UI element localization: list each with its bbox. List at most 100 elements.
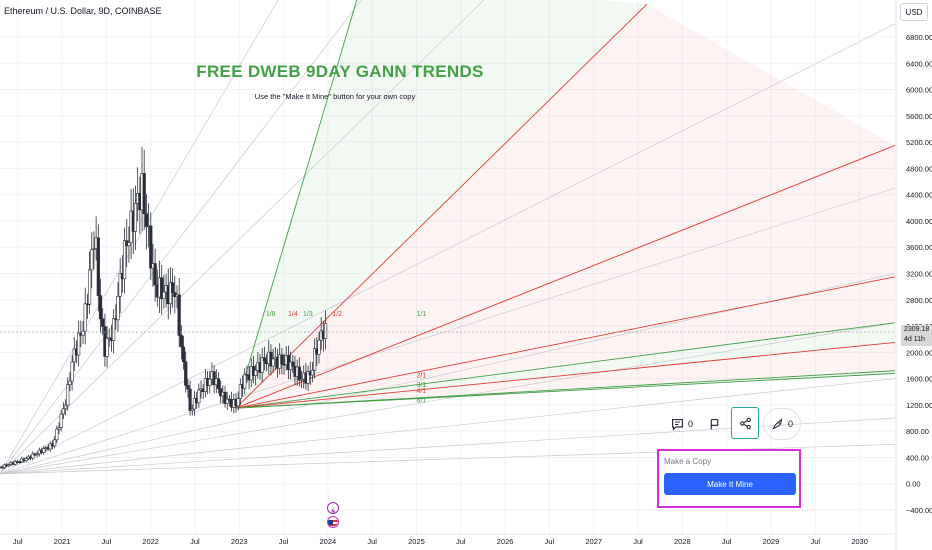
boost-button[interactable]: 0 [763,408,801,440]
price-tick-label: 2800.00 [906,296,932,305]
make-a-copy-label: Make a Copy [664,457,712,466]
time-axis[interactable]: Jul 2021 Jul 2022 Jul 2023 Jul 2024 Jul 2025 Jul 20… [0,533,895,546]
candle-body [57,427,61,430]
candle-body [48,443,52,450]
candle-body [92,248,96,251]
candle-body [142,173,146,214]
candle-body [101,318,105,327]
candle-body [181,346,186,363]
candle-body [53,439,57,447]
last-price: 2309.18 [904,326,930,333]
rocket-icon [772,417,783,430]
price-axis[interactable]: −400.00 0.00 400.00 800.00 1200.00 1600.00 200… [895,0,932,550]
candle-body [168,282,173,305]
price-tick-label: 4800.00 [906,164,932,173]
time-tick-label: 2028 [674,537,691,546]
candle-body [127,242,131,247]
price-tick-label: 1600.00 [906,375,932,384]
time-tick-label: Jul [279,537,289,546]
candle-body [310,369,315,376]
candle-body [144,213,148,227]
candle-body [66,384,70,406]
candle-body [7,464,11,467]
gann-fan-labels: 1/8 1/4 1/3 1/2 1/1 2/1 3/14/1 8/1 [266,311,426,404]
candle-body [77,332,81,356]
time-tick-label: Jul [633,537,643,546]
gann-line-2-1 [235,342,895,409]
candle-body [238,384,242,399]
overlay-headline: FREE DWEB 9DAY GANN TRENDS [196,62,484,81]
historic-fan-line [0,0,485,475]
boost-count: 0 [787,419,793,429]
comment-icon [672,418,683,431]
flag-button[interactable] [704,408,724,440]
candle-body [216,378,221,389]
candle-body [299,378,304,381]
time-tick-label: 2024 [320,537,337,546]
us-flag-event-icon[interactable] [327,516,339,528]
candle-body [223,391,227,404]
fan-label-1-4: 1/4 [288,311,298,318]
candle-body [72,348,76,363]
candle-body [254,369,258,376]
candle-body [96,237,100,296]
fan-label-1-8: 1/8 [266,311,276,318]
candle-body [35,453,39,456]
price-tick-label: 3200.00 [906,270,932,279]
candle-body [225,398,229,404]
gann-line-1-3 [235,144,895,409]
candle-body [297,366,301,381]
gann-fan-lines [235,0,895,409]
time-tick-label: Jul [367,537,377,546]
price-tick-label: −400.00 [906,506,932,515]
candle-body [24,458,28,461]
price-tick-label: 2000.00 [906,348,932,357]
candle-body [317,339,321,355]
bar-countdown: 4d 11h [904,336,925,343]
price-candles [0,146,895,469]
price-tick-label: 800.00 [906,427,929,436]
candle-body [179,335,183,348]
historic-fan-line [0,23,895,475]
candle-body [87,269,92,305]
symbol-title[interactable]: Ethereum / U.S. Dollar, 9D, COINBASE [4,6,162,16]
fan-label-3-1: 3/1 [416,382,426,389]
candle-body [59,413,63,428]
gann-line-1-4 [235,3,648,409]
price-tick-label: 6000.00 [906,86,932,95]
candle-body [68,380,72,385]
last-price-tag: 2309.18 4d 11h [901,325,932,346]
candle-body [98,295,103,320]
time-tick-label: Jul [722,537,732,546]
candle-body [212,371,216,386]
time-tick-label: Jul [545,537,555,546]
candle-body [313,348,317,371]
candle-body [177,294,181,336]
candle-body [291,361,295,367]
lightning-badge-icon[interactable] [327,502,339,515]
share-button[interactable] [731,407,759,439]
historic-fan-line [0,322,895,475]
candle-body [186,385,190,390]
time-tick-label: 2030 [851,537,868,546]
price-tick-label: 4400.00 [906,191,932,200]
price-tick-label: 3600.00 [906,243,932,252]
time-tick-label: 2021 [54,537,71,546]
currency-button[interactable]: USD [900,3,928,21]
fan-band [235,0,647,409]
candle-body [55,428,59,441]
historic-fan-line [0,187,895,475]
fan-label-4-1: 4/1 [416,388,426,395]
candle-body [42,448,46,453]
time-tick-label: 2025 [408,537,425,546]
candle-body [122,240,127,280]
time-tick-label: Jul [456,537,466,546]
grid [0,0,895,534]
gann-line-1-8 [235,0,358,409]
candle-body [188,388,192,411]
candle-body [105,338,109,357]
comments-button[interactable]: 0 [668,408,696,440]
make-it-mine-button[interactable]: Make It Mine [664,473,796,495]
candle-body [81,330,85,336]
